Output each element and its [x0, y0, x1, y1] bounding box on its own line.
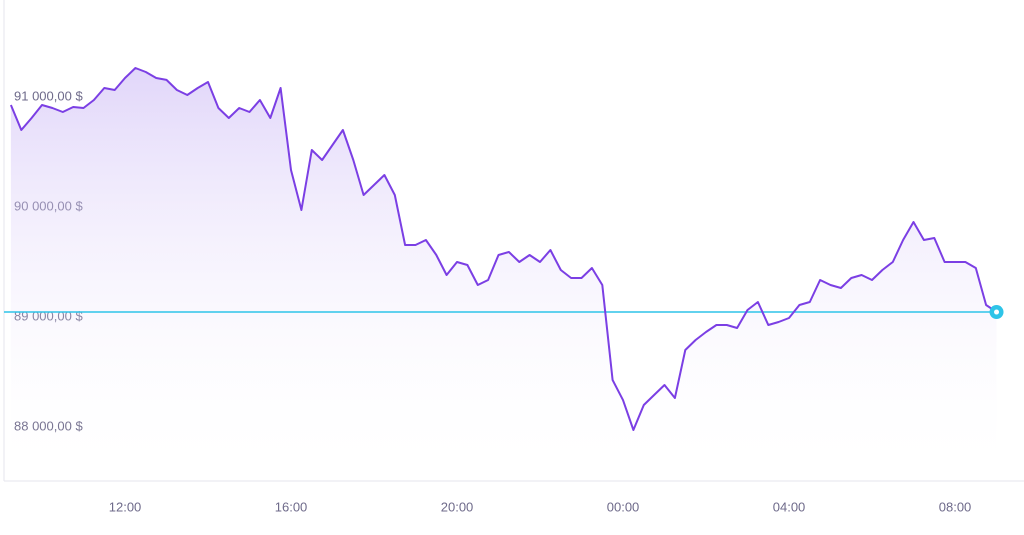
x-tick-label: 12:00: [109, 499, 142, 514]
x-tick-label: 04:00: [773, 499, 806, 514]
x-tick-label: 20:00: [441, 499, 474, 514]
y-tick-label: 91 000,00 $: [14, 88, 83, 103]
x-tick-label: 00:00: [607, 499, 640, 514]
x-tick-label: 16:00: [275, 499, 308, 514]
last-value-marker-center: [994, 309, 1000, 315]
area-fill: [10, 68, 997, 482]
x-tick-label: 08:00: [939, 499, 972, 514]
price-line: [9, 67, 998, 431]
